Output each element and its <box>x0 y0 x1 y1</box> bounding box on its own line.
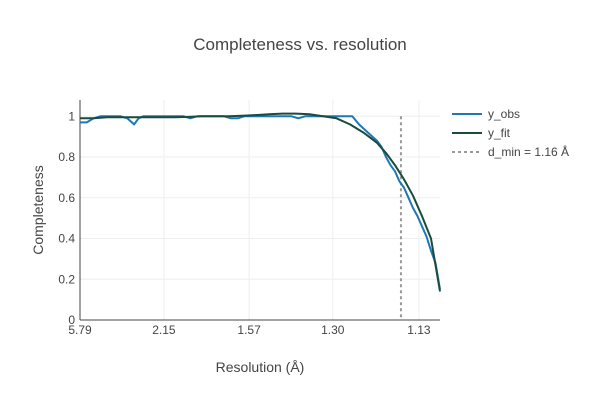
legend-label-y-obs: y_obs <box>488 107 520 121</box>
series-line-y-fit <box>80 112 441 292</box>
x-tick-label: 5.79 <box>68 323 92 337</box>
x-tick-label: 1.13 <box>407 323 431 337</box>
y-tick-label: 0.8 <box>58 150 75 164</box>
x-tick-label: 2.15 <box>152 323 176 337</box>
chart-title: Completeness vs. resolution <box>193 35 407 54</box>
y-tick-label: 0 <box>68 313 75 327</box>
x-axis-label: Resolution (Å) <box>216 359 305 375</box>
legend-label-y-fit: y_fit <box>488 126 511 140</box>
y-tick-label: 0.4 <box>58 232 75 246</box>
y-tick-label: 0.2 <box>58 272 75 286</box>
legend-label-d-min: d_min = 1.16 Å <box>488 144 569 159</box>
axis-layer: 0 0.2 0.4 0.6 0.8 1 5.79 2.15 1.57 1.30 1.13 <box>58 100 440 337</box>
x-tick-label: 1.57 <box>237 323 261 337</box>
y-tick-label: 1 <box>68 109 75 123</box>
series-line-y-obs <box>80 115 441 290</box>
legend: y_obs y_fit d_min = 1.16 Å <box>452 107 569 159</box>
x-tick-label: 1.30 <box>321 323 345 337</box>
y-axis-label: Completeness <box>30 165 46 255</box>
grid-layer <box>80 100 440 320</box>
y-tick-label: 0.6 <box>58 191 75 205</box>
series-layer <box>80 112 441 320</box>
